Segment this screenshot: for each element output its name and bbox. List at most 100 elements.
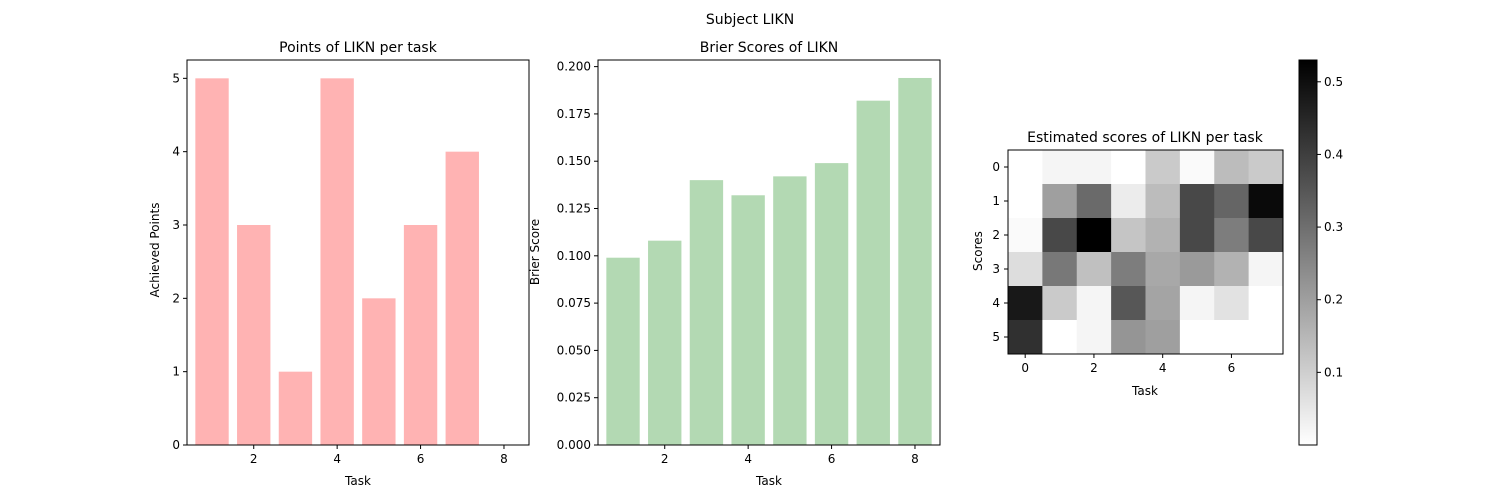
points-bar bbox=[445, 151, 479, 445]
points-bar bbox=[403, 225, 438, 445]
heatmap-x-tick-label: 6 bbox=[1228, 361, 1236, 375]
points-x-tick-label: 6 bbox=[417, 452, 425, 466]
points-bar bbox=[320, 78, 354, 445]
brier-bar bbox=[731, 195, 765, 445]
brier-bar-chart: Brier Scores of LIKN Task Brier Score 2 4… bbox=[528, 40, 941, 488]
brier-y-tick-label: 0.200 bbox=[557, 60, 591, 74]
heatmap-cell bbox=[1008, 150, 1043, 185]
heatmap-cell bbox=[1076, 218, 1112, 253]
colorbar-tick-label: 0.3 bbox=[1324, 220, 1343, 234]
brier-y-tick-label: 0.150 bbox=[557, 154, 591, 168]
heatmap-cell bbox=[1008, 286, 1043, 321]
brier-bar bbox=[689, 180, 724, 445]
brier-bar bbox=[856, 100, 890, 446]
points-bar bbox=[195, 78, 229, 445]
heatmap-cell bbox=[1076, 320, 1112, 355]
heatmap-cell bbox=[1214, 286, 1250, 321]
points-y-tick-label: 5 bbox=[172, 71, 180, 85]
heatmap-cell bbox=[1214, 184, 1250, 219]
heatmap-y-tick-label: 3 bbox=[992, 262, 1000, 276]
heatmap-cell bbox=[1111, 320, 1146, 355]
points-y-tick-label: 0 bbox=[172, 438, 180, 452]
points-bar bbox=[362, 298, 396, 445]
heatmap-y-axis-label: Scores bbox=[971, 231, 985, 271]
points-plot-frame bbox=[186, 59, 530, 446]
heatmap-cell bbox=[1042, 218, 1078, 253]
brier-y-tick-label: 0.175 bbox=[557, 107, 591, 121]
heatmap-cell bbox=[1179, 286, 1215, 321]
heatmap-cell bbox=[1076, 286, 1112, 321]
heatmap-x-tick-label: 4 bbox=[1159, 361, 1167, 375]
colorbar-tick-label: 0.5 bbox=[1324, 75, 1343, 89]
brier-bar bbox=[814, 163, 849, 446]
brier-x-tick-label: 6 bbox=[828, 452, 836, 466]
brier-y-tick-label: 0.025 bbox=[557, 391, 591, 405]
heatmap-cell bbox=[1214, 218, 1250, 253]
brier-bar bbox=[648, 240, 682, 445]
heatmap-y-tick-label: 0 bbox=[992, 160, 1000, 174]
points-bar-chart: Points of LIKN per task Task Achieved Po… bbox=[148, 40, 530, 488]
points-y-tick-label: 2 bbox=[172, 291, 180, 305]
heatmap-cell bbox=[1179, 150, 1215, 185]
brier-x-axis-label: Task bbox=[755, 474, 782, 488]
heatmap-cell bbox=[1214, 252, 1250, 287]
brier-y-tick-label: 0.075 bbox=[557, 296, 591, 310]
heatmap-cell bbox=[1179, 320, 1215, 355]
brier-bar bbox=[773, 176, 807, 445]
heatmap-cell bbox=[1008, 184, 1043, 219]
brier-x-tick-label: 4 bbox=[744, 452, 752, 466]
heatmap-cell bbox=[1076, 184, 1112, 219]
heatmap-cell bbox=[1145, 320, 1181, 355]
heatmap-cell bbox=[1111, 286, 1146, 321]
brier-y-tick-label: 0.050 bbox=[557, 343, 591, 357]
brier-x-tick-label: 8 bbox=[911, 452, 919, 466]
heatmap-cell bbox=[1008, 320, 1043, 355]
brier-chart-title: Brier Scores of LIKN bbox=[700, 40, 839, 56]
heatmap-cell bbox=[1145, 286, 1181, 321]
heatmap-cell bbox=[1076, 150, 1112, 185]
heatmap-cell bbox=[1145, 252, 1181, 287]
brier-y-tick-label: 0.000 bbox=[557, 438, 591, 452]
heatmap-cell bbox=[1179, 184, 1215, 219]
heatmap-title: Estimated scores of LIKN per task bbox=[1027, 130, 1264, 146]
heatmap-y-tick-label: 4 bbox=[992, 296, 1000, 310]
points-y-axis-label: Achieved Points bbox=[148, 203, 162, 298]
heatmap-cell bbox=[1179, 252, 1215, 287]
heatmap-y-tick-label: 1 bbox=[992, 194, 1000, 208]
heatmap-y-tick-label: 5 bbox=[992, 330, 1000, 344]
points-y-tick-label: 1 bbox=[172, 365, 180, 379]
heatmap-cell bbox=[1042, 320, 1078, 355]
heatmap-cell bbox=[1042, 150, 1078, 185]
heatmap-cell bbox=[1214, 320, 1250, 355]
points-x-tick-label: 2 bbox=[250, 452, 258, 466]
points-bar bbox=[278, 371, 313, 445]
heatmap-cell bbox=[1145, 218, 1181, 253]
estimated-scores-heatmap: Estimated scores of LIKN per task Task S… bbox=[971, 130, 1284, 398]
points-bar bbox=[237, 225, 271, 445]
brier-y-tick-label: 0.100 bbox=[557, 249, 591, 263]
heatmap-cell bbox=[1111, 150, 1146, 185]
heatmap-cell bbox=[1076, 252, 1112, 287]
colorbar-tick-label: 0.1 bbox=[1324, 365, 1343, 379]
heatmap-cell bbox=[1248, 286, 1284, 321]
colorbar-tick-label: 0.4 bbox=[1324, 147, 1343, 161]
colorbar-tick-label: 0.2 bbox=[1324, 293, 1343, 307]
heatmap-cell bbox=[1248, 320, 1284, 355]
heatmap-cell bbox=[1145, 184, 1181, 219]
heatmap-colorbar: 0.1 0.2 0.3 0.4 0.5 bbox=[1298, 59, 1343, 446]
heatmap-cell bbox=[1145, 150, 1181, 185]
heatmap-cell bbox=[1008, 252, 1043, 287]
brier-y-axis-label: Brier Score bbox=[528, 219, 542, 285]
heatmap-cell bbox=[1111, 184, 1146, 219]
brier-y-tick-label: 0.125 bbox=[557, 202, 591, 216]
heatmap-x-tick-label: 0 bbox=[1021, 361, 1029, 375]
heatmap-x-axis-label: Task bbox=[1131, 384, 1158, 398]
points-x-tick-label: 4 bbox=[333, 452, 341, 466]
figure-suptitle: Subject LIKN bbox=[706, 12, 794, 28]
heatmap-cell bbox=[1248, 150, 1284, 185]
heatmap-cell bbox=[1248, 252, 1284, 287]
heatmap-cell bbox=[1008, 218, 1043, 253]
heatmap-cell bbox=[1248, 218, 1284, 253]
heatmap-cell bbox=[1179, 218, 1215, 253]
